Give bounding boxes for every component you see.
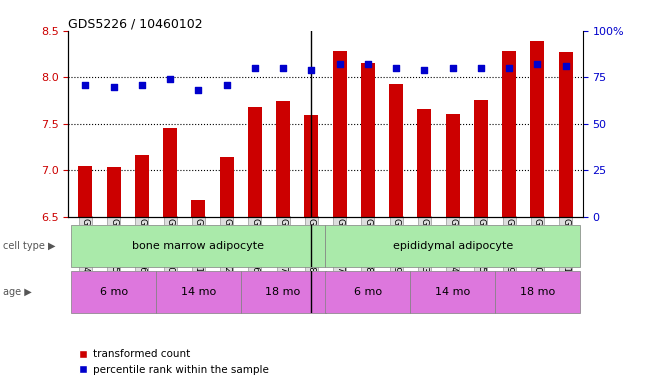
- Text: 6 mo: 6 mo: [100, 287, 128, 297]
- Text: age ▶: age ▶: [3, 287, 32, 297]
- Point: [419, 67, 430, 73]
- Bar: [71, 271, 156, 313]
- Bar: [326, 271, 410, 313]
- Bar: [156, 271, 241, 313]
- Bar: [135, 155, 149, 217]
- Text: 6 mo: 6 mo: [354, 287, 382, 297]
- Point: [533, 61, 543, 67]
- Bar: [304, 116, 318, 217]
- Bar: [78, 166, 92, 217]
- Point: [306, 67, 316, 73]
- Bar: [333, 51, 347, 217]
- Bar: [248, 107, 262, 217]
- Text: GDS5226 / 10460102: GDS5226 / 10460102: [68, 17, 203, 30]
- Point: [391, 65, 402, 71]
- Bar: [502, 51, 516, 217]
- Bar: [276, 101, 290, 217]
- Point: [363, 61, 373, 67]
- Text: cell type ▶: cell type ▶: [3, 241, 56, 251]
- Bar: [389, 84, 403, 217]
- Point: [335, 61, 345, 67]
- Point: [137, 82, 147, 88]
- Legend: transformed count, percentile rank within the sample: transformed count, percentile rank withi…: [74, 345, 273, 379]
- Text: bone marrow adipocyte: bone marrow adipocyte: [132, 241, 264, 251]
- Point: [278, 65, 288, 71]
- Point: [249, 65, 260, 71]
- Point: [504, 65, 514, 71]
- Point: [165, 76, 175, 82]
- Text: 14 mo: 14 mo: [181, 287, 216, 297]
- Bar: [219, 157, 234, 217]
- Bar: [191, 200, 206, 217]
- Bar: [361, 63, 375, 217]
- Point: [193, 87, 204, 93]
- Bar: [559, 52, 573, 217]
- Bar: [417, 109, 432, 217]
- Point: [476, 65, 486, 71]
- Bar: [445, 114, 460, 217]
- Point: [561, 63, 571, 69]
- Text: 14 mo: 14 mo: [435, 287, 470, 297]
- Point: [80, 82, 90, 88]
- Bar: [71, 225, 326, 267]
- Text: epididymal adipocyte: epididymal adipocyte: [393, 241, 513, 251]
- Text: 18 mo: 18 mo: [519, 287, 555, 297]
- Bar: [495, 271, 580, 313]
- Bar: [163, 127, 177, 217]
- Bar: [241, 271, 326, 313]
- Bar: [410, 271, 495, 313]
- Bar: [531, 41, 544, 217]
- Point: [221, 82, 232, 88]
- Point: [447, 65, 458, 71]
- Bar: [107, 167, 120, 217]
- Bar: [326, 225, 580, 267]
- Bar: [474, 99, 488, 217]
- Point: [108, 84, 118, 90]
- Text: 18 mo: 18 mo: [266, 287, 301, 297]
